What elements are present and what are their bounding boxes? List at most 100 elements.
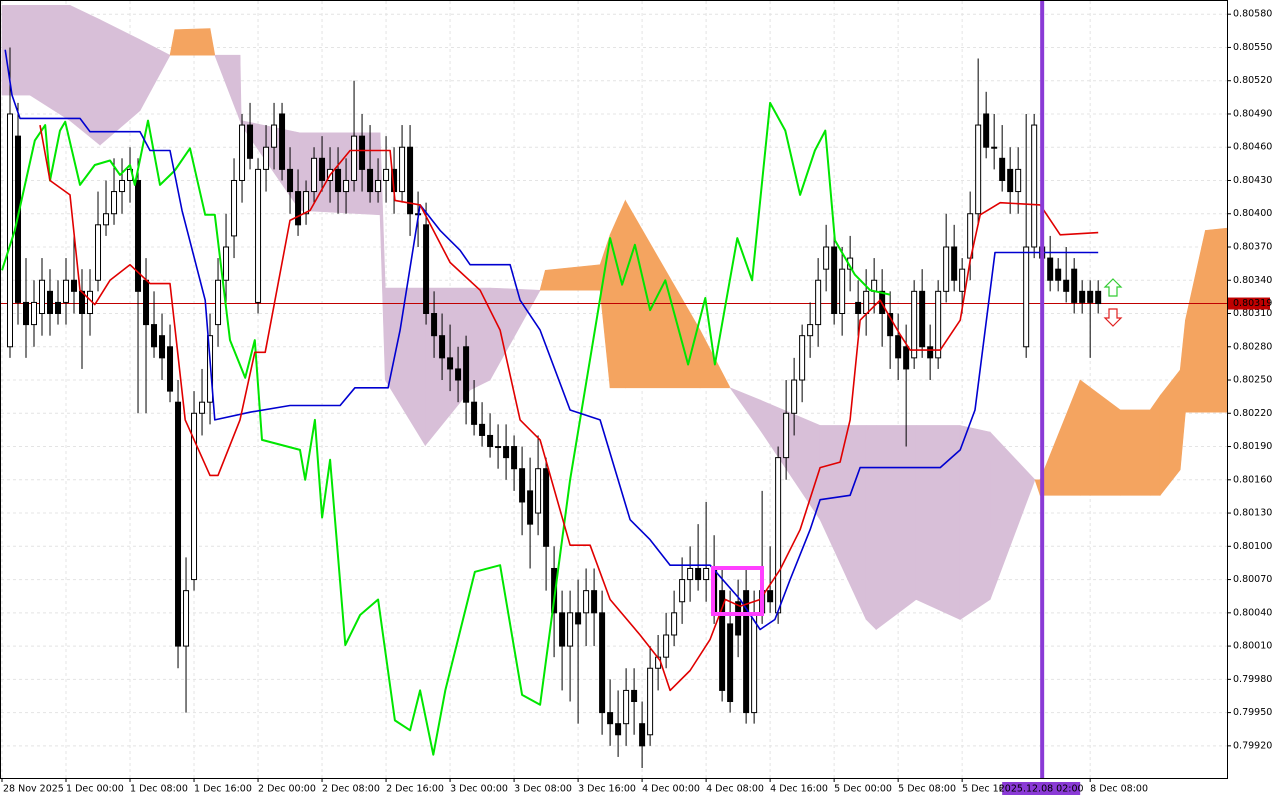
candle-body	[71, 279, 78, 292]
cloud-segment	[174, 28, 211, 56]
x-tick-label: 3 Dec 08:00	[514, 784, 572, 795]
candle-body	[183, 590, 190, 647]
cloud-segment	[1119, 409, 1151, 496]
indicator-line	[1, 101, 891, 756]
candle-body	[583, 590, 590, 614]
candle-body	[255, 168, 262, 303]
candle-body	[295, 191, 302, 226]
candle-body	[495, 446, 502, 449]
candle-body	[263, 146, 270, 170]
price-label: 0.80319	[1233, 298, 1272, 309]
candle-body	[943, 246, 950, 292]
candle-body	[815, 279, 822, 326]
candle-body	[607, 712, 614, 725]
candle-body	[831, 246, 838, 315]
x-tick-label: 5 Dec 00:00	[834, 784, 892, 795]
candle-body	[647, 667, 654, 736]
candle-body	[535, 468, 542, 514]
candle-body	[463, 346, 470, 403]
candle-body	[63, 279, 70, 303]
cloud-segment	[875, 425, 917, 631]
candle-body	[1047, 257, 1054, 281]
candle-body	[303, 191, 310, 215]
x-tick-label: 2 Dec 16:00	[386, 784, 444, 795]
candle-body	[783, 412, 790, 459]
candle-body	[935, 290, 942, 359]
candle-body	[983, 113, 990, 148]
x-tick-label: 2 Dec 08:00	[322, 784, 380, 795]
highlight-box	[711, 566, 764, 616]
candle-body	[351, 135, 358, 181]
candle-body	[431, 313, 438, 337]
cloud-segment	[1, 5, 31, 96]
candle-body	[319, 157, 326, 181]
candle-body	[1055, 268, 1062, 281]
candle-body	[487, 434, 494, 448]
candle-body	[143, 279, 150, 326]
buy-arrow	[1103, 278, 1123, 297]
candle-body	[247, 124, 254, 159]
candle-body	[903, 346, 910, 370]
candle-body	[1063, 279, 1070, 292]
candle-body	[615, 723, 622, 736]
candle-body	[407, 146, 414, 215]
axes: 0.80580 0.80550 0.80520 0.80490 0.80460 0.804…	[1, 9, 1272, 795]
x-tick-label: 8 Dec 08:00	[1090, 784, 1148, 795]
candle-body	[479, 423, 486, 436]
candle-body	[599, 612, 606, 714]
candle-body	[167, 346, 174, 392]
candle-body	[975, 124, 982, 215]
cloud-segment	[384, 287, 426, 447]
candle-body	[527, 490, 534, 525]
candle-body	[375, 179, 382, 193]
x-tick-label: 3 Dec 16:00	[578, 784, 636, 795]
candle-body	[135, 179, 142, 292]
x-tick-label: 2 Dec 00:00	[258, 784, 316, 795]
candle-body	[799, 335, 806, 381]
candle-body	[423, 224, 430, 315]
candle-body	[31, 301, 38, 326]
cursor-label-box	[1002, 782, 1081, 795]
cloud-segment	[489, 287, 541, 382]
cloud-segment	[1034, 479, 1041, 496]
x-tick-label: 1 Dec 16:00	[194, 784, 252, 795]
candle-body	[439, 335, 446, 359]
candle-body	[839, 268, 846, 315]
cursor-label: 2025.12.08 02:00	[999, 784, 1084, 795]
cloud-segment	[989, 431, 1036, 600]
candle-body	[367, 168, 374, 193]
candle-body	[343, 179, 350, 193]
cloud-segment	[539, 270, 546, 291]
candle-body	[735, 601, 742, 636]
sell-arrow	[1103, 308, 1123, 327]
y-tick-label: 0.80460	[1233, 142, 1272, 153]
y-tick-label: 0.80310	[1233, 308, 1272, 319]
cloud-segment	[959, 425, 991, 621]
price-label-box	[1228, 297, 1270, 310]
candle-body	[623, 689, 630, 725]
cloud-segment	[1079, 379, 1121, 496]
candle-body	[103, 213, 110, 226]
y-tick-label: 0.80280	[1233, 341, 1272, 352]
x-tick-label: 4 Dec 08:00	[706, 784, 764, 795]
candle-body	[663, 634, 670, 658]
candle-body	[719, 590, 726, 691]
cloud-segment	[1039, 379, 1081, 496]
cloud-segment	[865, 425, 877, 631]
candle-body	[703, 567, 710, 581]
candle-body	[895, 335, 902, 359]
candle-body	[999, 157, 1006, 181]
candle-body	[7, 113, 14, 348]
candle-body	[175, 401, 182, 647]
y-tick-label: 0.80580	[1233, 9, 1272, 20]
candle-body	[287, 168, 294, 193]
candle-body	[887, 313, 894, 337]
candle-body	[223, 246, 230, 281]
y-tick-label: 0.80100	[1233, 541, 1272, 552]
candle-body	[543, 468, 550, 547]
y-tick-label: 0.80040	[1233, 607, 1272, 618]
cloud-segment	[1159, 369, 1181, 497]
candle-body	[767, 590, 774, 603]
candle-body	[1023, 246, 1030, 348]
